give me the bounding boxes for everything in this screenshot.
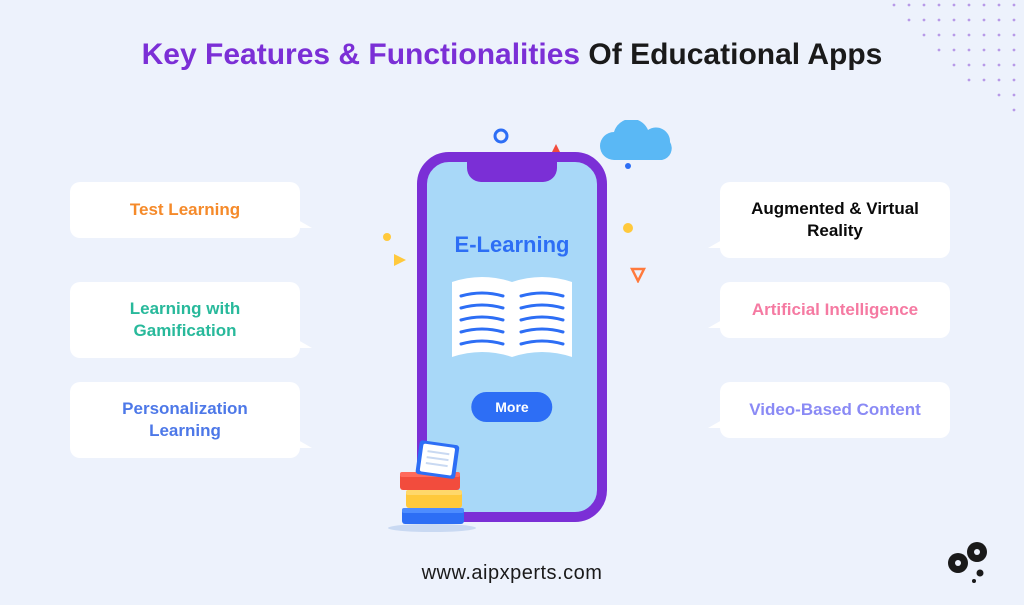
more-button[interactable]: More bbox=[471, 392, 552, 422]
bubble-tail bbox=[298, 220, 312, 228]
footer-url: www.aipxperts.com bbox=[0, 562, 1024, 585]
dot-yellow-right-icon bbox=[622, 222, 634, 234]
ring-icon bbox=[492, 127, 510, 145]
open-book-icon bbox=[447, 272, 577, 362]
dot-blue-icon bbox=[624, 162, 632, 170]
books-stack-icon bbox=[382, 432, 482, 532]
bubble-tail bbox=[708, 240, 722, 248]
feature-label: Augmented & Virtual Reality bbox=[740, 198, 930, 242]
brand-logo-icon bbox=[944, 541, 994, 583]
bubble-tail bbox=[298, 440, 312, 448]
feature-label: Video-Based Content bbox=[749, 399, 921, 421]
feature-label: Test Learning bbox=[130, 199, 240, 221]
feature-bubble: Artificial Intelligence bbox=[720, 282, 950, 338]
title-rest: Of Educational Apps bbox=[580, 38, 882, 71]
feature-bubble: Learning with Gamification bbox=[70, 282, 300, 358]
cloud-icon bbox=[592, 120, 682, 170]
content-area: E-Learning More bbox=[0, 92, 1024, 572]
feature-bubble: Augmented & Virtual Reality bbox=[720, 182, 950, 258]
page-title: Key Features & Functionalities Of Educat… bbox=[0, 0, 1024, 72]
title-accent: Key Features & Functionalities bbox=[142, 38, 580, 71]
bubble-tail bbox=[708, 420, 722, 428]
feature-bubble: Personalization Learning bbox=[70, 382, 300, 458]
triangle-orange-icon bbox=[630, 267, 646, 283]
feature-bubble: Video-Based Content bbox=[720, 382, 950, 438]
phone-notch bbox=[467, 160, 557, 182]
phone-label: E-Learning bbox=[427, 232, 597, 258]
bubble-tail bbox=[708, 320, 722, 328]
dot-yellow-left-icon bbox=[382, 232, 392, 242]
feature-label: Personalization Learning bbox=[90, 398, 280, 442]
phone-illustration: E-Learning More bbox=[362, 122, 662, 542]
feature-bubble: Test Learning bbox=[70, 182, 300, 238]
triangle-yellow-icon bbox=[392, 252, 408, 268]
bubble-tail bbox=[298, 340, 312, 348]
feature-label: Artificial Intelligence bbox=[752, 299, 918, 321]
feature-label: Learning with Gamification bbox=[90, 298, 280, 342]
